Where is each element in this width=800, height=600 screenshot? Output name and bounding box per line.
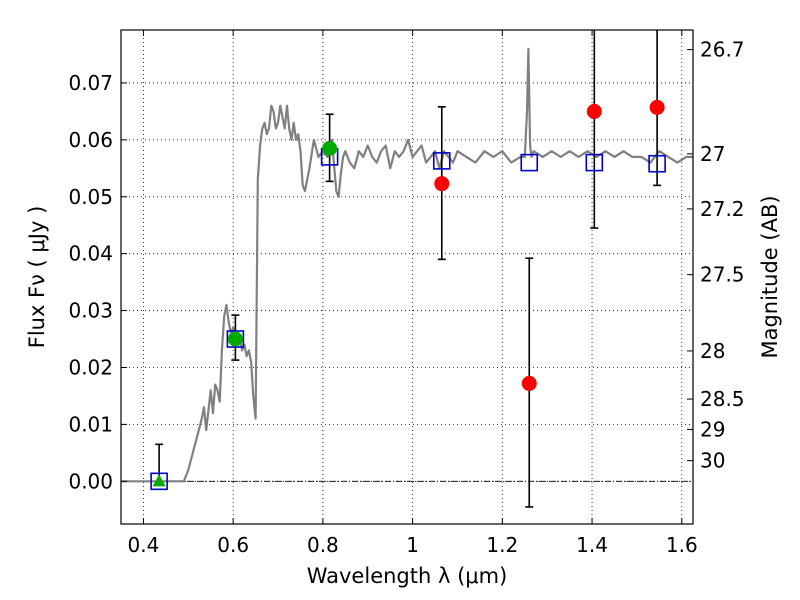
green-triangle-point	[152, 474, 166, 487]
model-square-point	[150, 472, 168, 491]
y-tick-label: 0.04	[68, 242, 113, 266]
x-tick-label: 0.6	[217, 533, 249, 557]
y2-tick-label: 27.5	[700, 263, 745, 287]
green-circle-point	[227, 331, 243, 347]
x-tick-label: 1.4	[576, 533, 608, 557]
y-tick-label: 0.02	[68, 355, 113, 379]
markers	[150, 99, 666, 491]
y2-tick-label: 26.7	[700, 38, 745, 62]
x-tick-label: 1.6	[666, 533, 698, 557]
red-circle-point	[649, 99, 665, 115]
red-circle-point	[434, 176, 450, 192]
y-tick-label: 0.00	[68, 469, 113, 493]
y2-tick-label: 27	[700, 142, 725, 166]
green-circle-point	[322, 140, 338, 156]
y2-tick-label: 27.2	[700, 197, 745, 221]
red-circle-point	[586, 103, 602, 119]
y2-tick-label: 28	[700, 339, 725, 363]
y2-tick-label: 28.5	[700, 387, 745, 411]
y-tick-label: 0.06	[68, 128, 113, 152]
y-tick-label: 0.01	[68, 412, 113, 436]
ticks: 0.4 0.6 0.8 1 1.2 1.4 1.6 0.00 0.01 0.02 0.03 0.04 0…	[68, 30, 745, 557]
red-circle-point	[521, 375, 537, 391]
x-tick-label: 0.8	[307, 533, 339, 557]
y2-axis-label: Magnitude (AB)	[758, 195, 782, 358]
x-tick-label: 1	[406, 533, 419, 557]
x-tick-label: 0.4	[128, 533, 160, 557]
y-tick-label: 0.05	[68, 185, 113, 209]
model-square-point	[520, 153, 539, 172]
model-square-point	[585, 153, 604, 172]
model-square-point	[648, 154, 666, 173]
x-tick-label: 1.2	[486, 533, 518, 557]
y-tick-label: 0.03	[68, 299, 113, 323]
model-square-point	[432, 152, 451, 170]
y2-tick-label: 29	[700, 417, 725, 441]
plot-background	[121, 30, 693, 524]
y-tick-label: 0.07	[68, 71, 113, 95]
y-axis-label: Flux Fν ( μJy )	[25, 206, 49, 349]
plot-frame	[120, 29, 694, 525]
x-axis-label: Wavelength λ (μm)	[307, 564, 508, 588]
model-square-point	[226, 330, 245, 348]
y2-tick-label: 30	[700, 449, 725, 473]
